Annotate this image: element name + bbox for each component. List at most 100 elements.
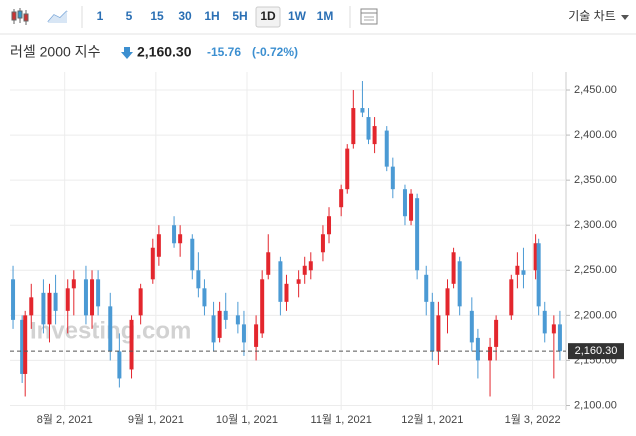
candle-body (339, 189, 344, 208)
y-tick-label: 2,250.00 (574, 264, 617, 276)
candle-body (557, 324, 562, 352)
x-tick-label: 1월 3, 2022 (505, 413, 561, 426)
candle-body (296, 279, 301, 284)
interval-button[interactable]: 5 (126, 9, 133, 23)
y-tick-label: 2,100.00 (574, 399, 617, 411)
candle-body (156, 234, 161, 257)
candle-body (41, 292, 46, 325)
candle-body (129, 319, 134, 370)
last-price-box (568, 343, 624, 360)
candle-body (533, 243, 538, 271)
candle-body (469, 310, 474, 343)
candle-body (223, 310, 228, 320)
interval-button[interactable]: 5H (232, 9, 247, 23)
candle-body (424, 274, 429, 302)
price: 2,160.30 (137, 44, 192, 60)
candle-body (509, 279, 514, 316)
candle-body (65, 288, 70, 311)
interval-button[interactable]: 15 (150, 9, 164, 23)
x-tick-label: 10월 1, 2021 (216, 413, 278, 426)
x-tick-label: 11월 1, 2021 (311, 413, 372, 426)
menu-label[interactable]: 기술 차트 (568, 9, 616, 23)
x-tick-label: 12월 1, 2021 (401, 413, 463, 426)
candle-body (360, 108, 365, 113)
candle-body (178, 234, 183, 244)
interval-button[interactable]: 1 (97, 9, 104, 23)
y-tick-label: 2,200.00 (574, 309, 617, 321)
candle-body (29, 297, 34, 316)
change-pct: (-0.72%) (252, 45, 298, 59)
candle-body (235, 315, 240, 325)
candle-body (430, 301, 435, 352)
candle-body (284, 283, 289, 302)
candle-body (372, 126, 377, 145)
candle-body (536, 243, 541, 307)
candle-body (320, 234, 325, 253)
candle-body (211, 315, 216, 343)
candle-body (415, 198, 420, 271)
candle-body (494, 319, 499, 347)
last-price-label: 2,160.30 (575, 345, 618, 357)
line-icon[interactable] (47, 10, 68, 23)
candle-body (488, 346, 493, 361)
candle-body (327, 216, 332, 235)
candle-body (384, 130, 389, 167)
candle-body (23, 315, 28, 374)
candle-body (217, 310, 222, 338)
candle-body (11, 279, 16, 320)
candle-body (138, 288, 143, 316)
candle-body (150, 247, 155, 280)
candle-body (457, 261, 462, 307)
candle-body (551, 324, 556, 334)
candle-body (260, 279, 265, 334)
candle-body (345, 148, 350, 190)
down-arrow (121, 47, 133, 59)
candles (11, 81, 562, 397)
candle-body (108, 306, 113, 352)
candle-body (436, 315, 441, 352)
candle-body (53, 292, 58, 311)
candle-body (254, 324, 259, 347)
index-name: 러셀 2000 지수 (10, 44, 101, 60)
interval-button[interactable]: 1M (317, 9, 334, 23)
table-icon[interactable] (360, 8, 378, 25)
interval-button[interactable]: 1H (204, 9, 219, 23)
interval-button[interactable]: 30 (178, 9, 192, 23)
candle-body (83, 279, 88, 316)
candle-body (366, 117, 371, 140)
candle-body (190, 238, 195, 271)
candle-body (47, 292, 52, 325)
candle-body (71, 279, 76, 289)
candle-body (117, 351, 122, 379)
menu-caret[interactable] (621, 15, 629, 20)
y-tick-label: 2,400.00 (574, 129, 617, 141)
candle-icon[interactable] (11, 8, 29, 25)
candle-body (302, 265, 307, 275)
candle-body (409, 193, 414, 221)
interval-button[interactable]: 1D (260, 9, 276, 23)
candle-body (402, 189, 407, 217)
candle-body (390, 166, 395, 190)
y-tick-label: 2,350.00 (574, 174, 617, 186)
x-tick-label: 9월 1, 2021 (128, 413, 184, 426)
candle-body (521, 270, 526, 275)
candle-body (542, 310, 547, 334)
candle-body (172, 225, 177, 244)
y-tick-label: 2,450.00 (574, 84, 617, 96)
candle-body (96, 279, 101, 307)
x-tick-label: 8월 2, 2021 (37, 413, 93, 426)
candle-body (308, 261, 313, 271)
interval-button[interactable]: 1W (288, 9, 307, 23)
candle-body (241, 324, 246, 343)
candle-body (451, 252, 456, 284)
candle-body (196, 270, 201, 289)
candle-body (266, 252, 271, 275)
candle-body (90, 279, 95, 316)
candle-body (278, 261, 283, 302)
candle-body (445, 288, 450, 316)
grid (10, 72, 566, 410)
candle-body (515, 265, 520, 275)
candle-body (202, 288, 207, 307)
